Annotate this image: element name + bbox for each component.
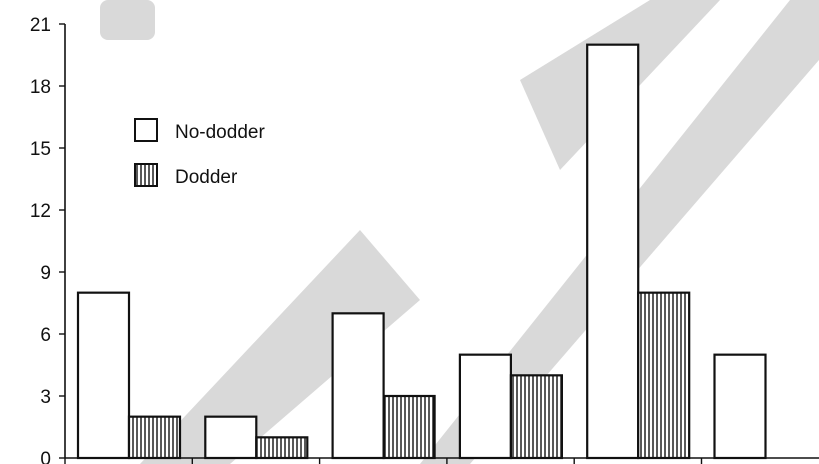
y-tick-label: 3 — [40, 387, 51, 408]
bar-no-dodder-6 — [713, 353, 767, 460]
bar-no-dodder-5 — [586, 43, 640, 460]
legend-label: Dodder — [175, 167, 238, 188]
legend: No-dodder Dodder — [134, 118, 265, 188]
y-tick-label: 0 — [40, 449, 51, 464]
y-tick-label: 12 — [30, 201, 51, 222]
bar-dodder-4 — [509, 374, 563, 460]
y-tick-label: 21 — [30, 15, 51, 36]
bar-no-dodder-3 — [331, 312, 385, 460]
y-tick-label: 15 — [30, 139, 51, 160]
bar-dodder-2 — [255, 436, 309, 460]
bar-no-dodder-1 — [76, 291, 131, 460]
bar-no-dodder-4 — [458, 353, 512, 460]
bar-dodder-5 — [637, 291, 691, 460]
y-tick-label: 18 — [30, 77, 51, 98]
y-tick-label: 6 — [40, 325, 51, 346]
bar-dodder-1 — [127, 415, 182, 460]
legend-swatch — [134, 163, 158, 187]
bar-no-dodder-2 — [204, 415, 258, 460]
legend-label: No-dodder — [175, 122, 265, 143]
axes: 0 3 6 9 12 15 18 21 — [30, 15, 819, 464]
y-tick-label: 9 — [40, 263, 51, 284]
bars — [76, 43, 767, 460]
legend-swatch — [134, 118, 158, 142]
bar-dodder-3 — [382, 394, 436, 460]
